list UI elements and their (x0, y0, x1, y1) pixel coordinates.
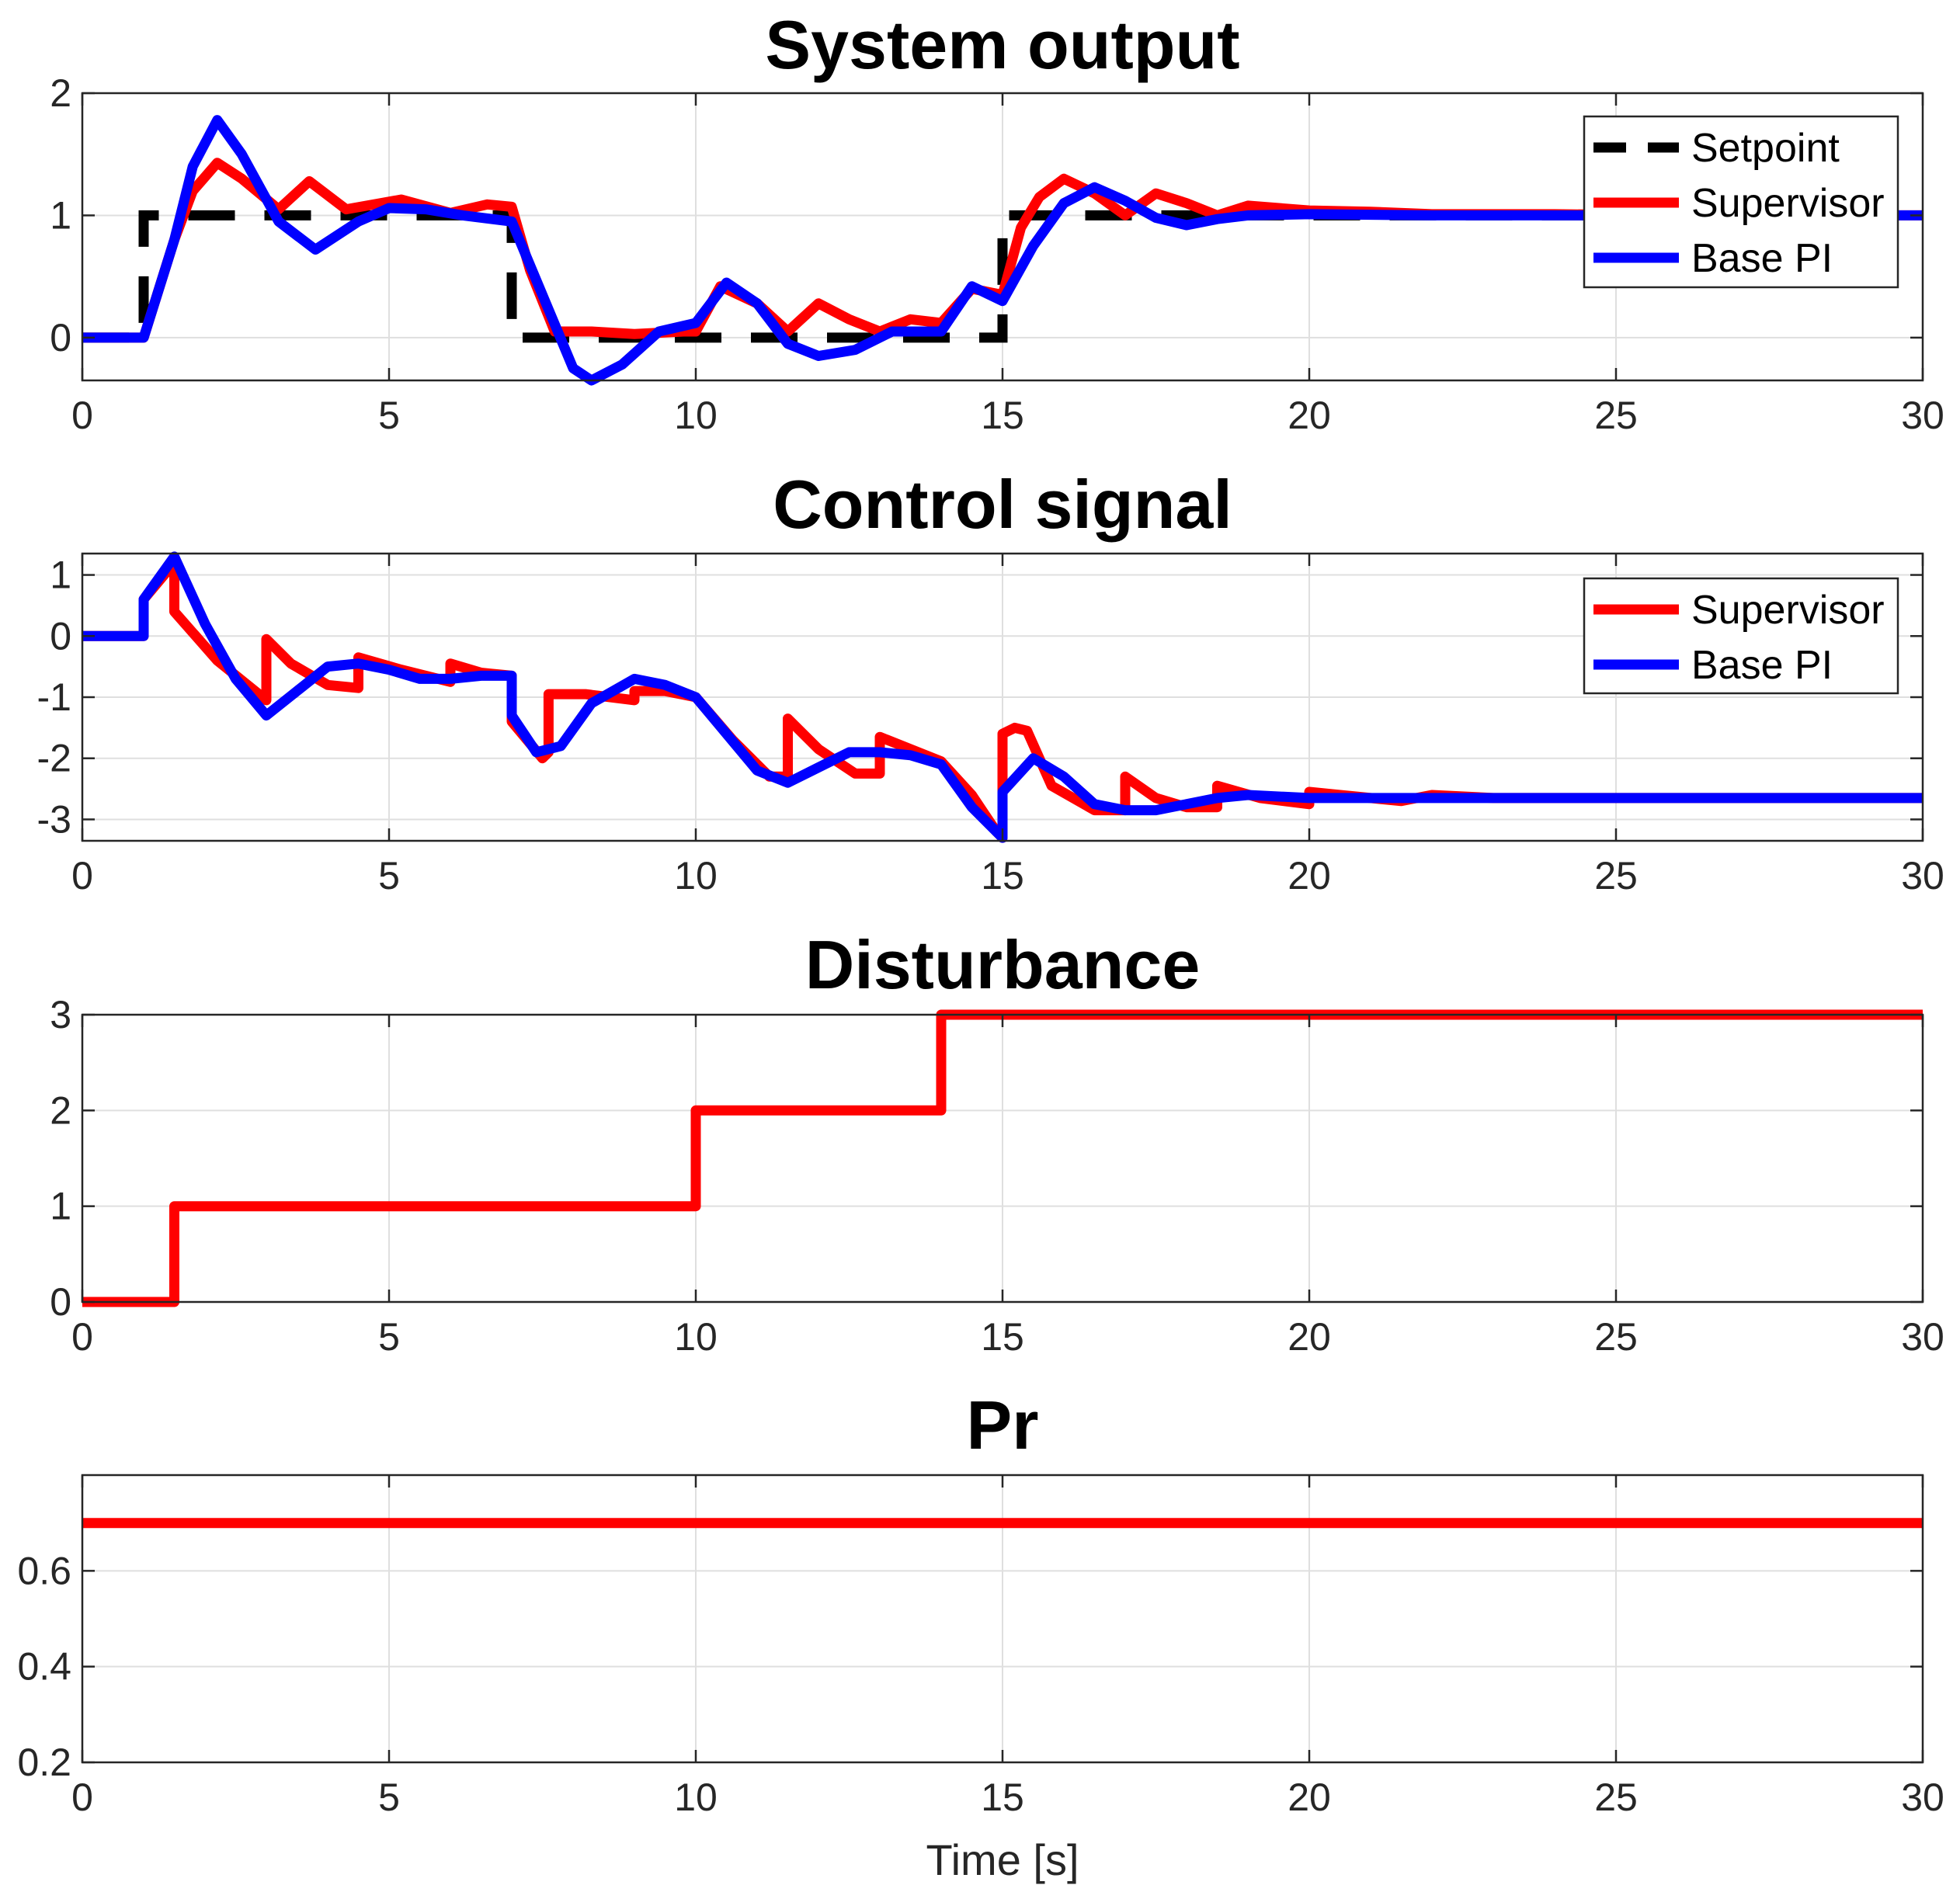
series-line-setpoint (82, 210, 1923, 343)
y-tick-label: -2 (37, 737, 71, 780)
x-tick-label: 15 (981, 1776, 1024, 1819)
x-tick-label: 0 (71, 394, 93, 437)
panel-2: Disturbance 0 5 10 15 20 25 30 0 1 2 3 (50, 926, 1944, 1359)
x-tick-label: 30 (1901, 1776, 1944, 1819)
series-line-disturbance (82, 1009, 1923, 1307)
x-tick-label: 5 (378, 1315, 400, 1359)
series-line-supervisor (82, 557, 1923, 843)
panel-0: System output 0 5 10 15 20 25 30 0 1 2 Setpoint Supe… (50, 6, 1944, 437)
y-tick-label: 3 (50, 993, 71, 1036)
panel-1: Control signal 0 5 10 15 20 25 30 -3 -2 -1 0 1 Superv… (37, 466, 1944, 897)
x-axis-label: Time [s] (926, 1835, 1079, 1884)
y-tick-label: 0.6 (17, 1549, 71, 1592)
x-tick-label: 30 (1901, 1315, 1944, 1359)
x-tick-label: 15 (981, 854, 1024, 897)
legend: Supervisor Base PI (1583, 577, 1899, 695)
x-tick-label: 10 (674, 854, 718, 897)
y-tick-label: 2 (50, 1088, 71, 1132)
x-tick-label: 10 (674, 394, 718, 437)
x-tick-label: 30 (1901, 394, 1944, 437)
series-line-base-pi (82, 551, 1923, 843)
x-tick-label: 25 (1594, 1776, 1638, 1819)
x-tick-label: 5 (378, 1776, 400, 1819)
legend-box (1583, 577, 1899, 695)
y-tick-label: 0 (50, 316, 71, 359)
x-tick-label: 5 (378, 394, 400, 437)
panel-title: Pr (967, 1387, 1039, 1463)
x-tick-label: 20 (1288, 854, 1331, 897)
y-tick-label: 0.4 (17, 1645, 71, 1689)
legend-label: Base PI (1691, 236, 1833, 281)
y-tick-label: -1 (37, 675, 71, 719)
x-tick-label: 15 (981, 394, 1024, 437)
x-tick-label: 5 (378, 854, 400, 897)
x-tick-label: 0 (71, 1776, 93, 1819)
panel-3: Pr 0 5 10 15 20 25 30 0.2 0.4 0.6 Time [s] (17, 1387, 1944, 1884)
series-group (82, 551, 1923, 843)
x-tick-label: 0 (71, 1315, 93, 1359)
x-tick-label: 20 (1288, 1315, 1331, 1359)
x-tick-label: 20 (1288, 1776, 1331, 1819)
x-tick-label: 15 (981, 1315, 1024, 1359)
series-group (82, 115, 1923, 386)
panel-title: Disturbance (805, 926, 1201, 1003)
x-tick-label: 0 (71, 854, 93, 897)
x-tick-label: 10 (674, 1315, 718, 1359)
x-tick-label: 20 (1288, 394, 1331, 437)
legend-label: Setpoint (1691, 126, 1840, 171)
x-tick-label: 10 (674, 1776, 718, 1819)
legend: Setpoint Supervisor Base PI (1583, 115, 1899, 289)
series-line-supervisor (82, 158, 1923, 343)
panel-title: Control signal (773, 466, 1232, 543)
series-group (82, 1009, 1923, 1307)
y-tick-label: 0 (50, 1280, 71, 1324)
panel-title: System output (765, 6, 1239, 83)
x-tick-label: 25 (1594, 1315, 1638, 1359)
series-line-base-pi (82, 115, 1923, 386)
legend-label: Supervisor (1691, 181, 1885, 226)
y-tick-label: -3 (37, 797, 71, 841)
x-tick-label: 25 (1594, 854, 1638, 897)
x-tick-label: 30 (1901, 854, 1944, 897)
x-tick-label: 25 (1594, 394, 1638, 437)
legend-label: Base PI (1691, 643, 1833, 688)
y-tick-label: 2 (50, 71, 71, 115)
y-tick-label: 1 (50, 554, 71, 597)
y-tick-label: 0 (50, 614, 71, 658)
y-tick-label: 0.2 (17, 1741, 71, 1784)
y-tick-label: 1 (50, 193, 71, 237)
y-tick-label: 1 (50, 1185, 71, 1228)
legend-label: Supervisor (1691, 588, 1885, 633)
